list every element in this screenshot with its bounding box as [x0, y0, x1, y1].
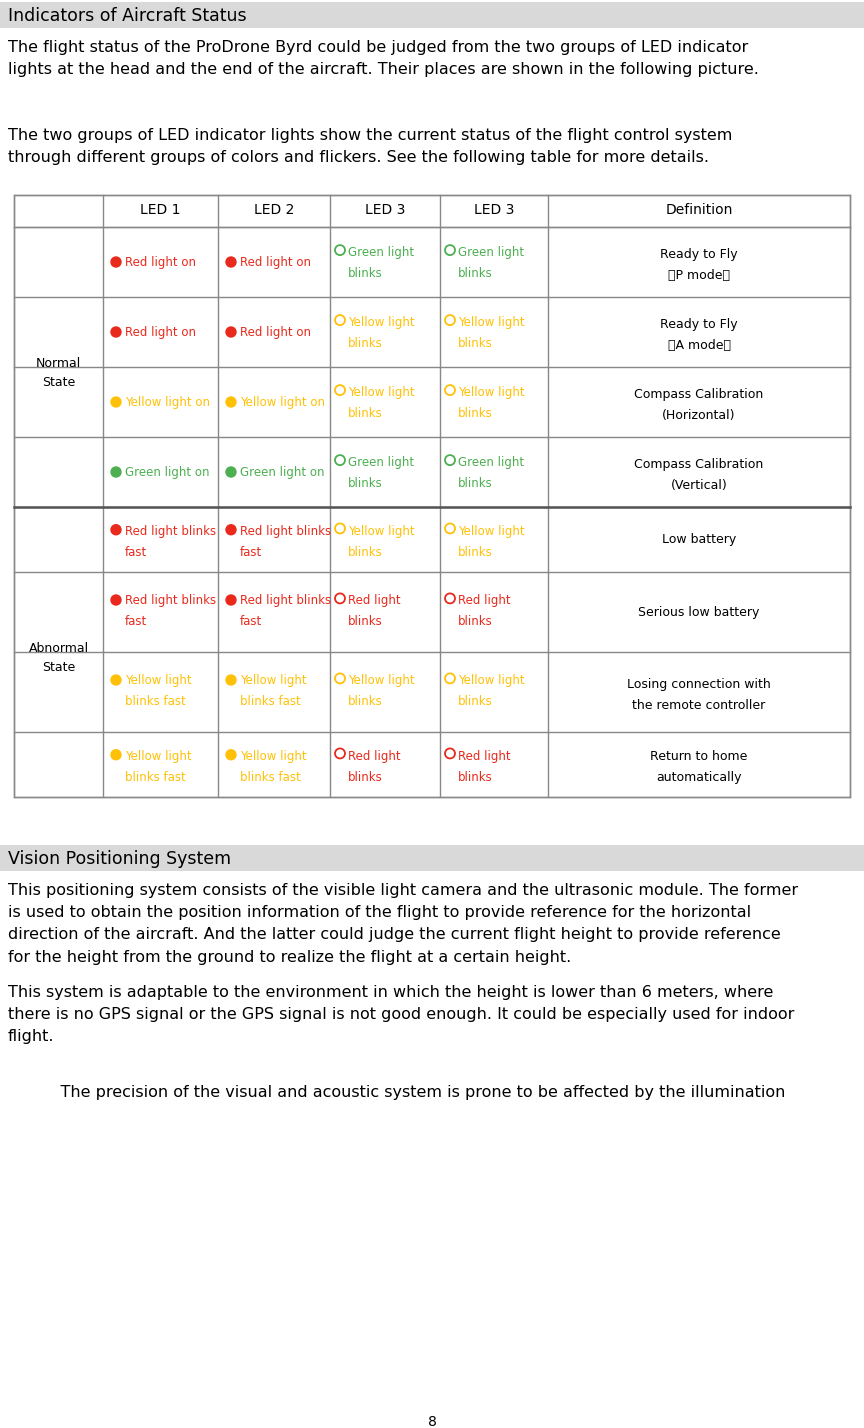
- Circle shape: [111, 397, 121, 407]
- Text: Green light
blinks: Green light blinks: [348, 456, 414, 490]
- Text: Yellow light
blinks fast: Yellow light blinks fast: [240, 750, 307, 784]
- Text: Yellow light
blinks fast: Yellow light blinks fast: [125, 674, 192, 708]
- Text: Yellow light
blinks: Yellow light blinks: [348, 386, 415, 420]
- Circle shape: [226, 467, 236, 477]
- Circle shape: [111, 595, 121, 605]
- Text: Red light
blinks: Red light blinks: [348, 594, 401, 627]
- Text: Yellow light
blinks: Yellow light blinks: [348, 316, 415, 350]
- Text: Red light on: Red light on: [240, 256, 311, 268]
- Circle shape: [226, 327, 236, 337]
- Circle shape: [226, 595, 236, 605]
- Text: The precision of the visual and acoustic system is prone to be affected by the i: The precision of the visual and acoustic…: [40, 1085, 785, 1100]
- Bar: [14, 196, 850, 797]
- Text: Yellow light
blinks: Yellow light blinks: [458, 386, 524, 420]
- Text: Red light blinks
fast: Red light blinks fast: [125, 526, 216, 560]
- Text: Yellow light
blinks: Yellow light blinks: [458, 316, 524, 350]
- Text: LED 1: LED 1: [140, 203, 181, 217]
- Text: Green light
blinks: Green light blinks: [348, 246, 414, 280]
- Circle shape: [226, 750, 236, 760]
- Text: 8: 8: [428, 1415, 436, 1428]
- Text: Ready to Fly
（A mode）: Ready to Fly （A mode）: [660, 318, 738, 351]
- Text: Vision Positioning System: Vision Positioning System: [8, 850, 232, 868]
- Text: Yellow light on: Yellow light on: [240, 396, 325, 408]
- Text: Losing connection with
the remote controller: Losing connection with the remote contro…: [627, 678, 771, 713]
- Text: Ready to Fly
（P mode）: Ready to Fly （P mode）: [660, 248, 738, 281]
- Text: LED 3: LED 3: [473, 203, 514, 217]
- Circle shape: [111, 327, 121, 337]
- Text: Serious low battery: Serious low battery: [638, 605, 759, 618]
- Text: Red light
blinks: Red light blinks: [458, 594, 511, 627]
- Circle shape: [111, 467, 121, 477]
- Text: Red light blinks
fast: Red light blinks fast: [240, 526, 331, 560]
- Text: This positioning system consists of the visible light camera and the ultrasonic : This positioning system consists of the …: [8, 883, 798, 964]
- Text: Green light on: Green light on: [240, 466, 325, 478]
- Circle shape: [226, 257, 236, 267]
- Circle shape: [111, 257, 121, 267]
- Text: Yellow light
blinks fast: Yellow light blinks fast: [240, 674, 307, 708]
- Text: Red light on: Red light on: [125, 256, 196, 268]
- Circle shape: [111, 750, 121, 760]
- Text: The two groups of LED indicator lights show the current status of the flight con: The two groups of LED indicator lights s…: [8, 129, 733, 166]
- Text: Red light on: Red light on: [240, 326, 311, 338]
- Bar: [0, 845, 864, 871]
- Text: The flight status of the ProDrone Byrd could be judged from the two groups of LE: The flight status of the ProDrone Byrd c…: [8, 40, 759, 77]
- Text: Definition: Definition: [665, 203, 733, 217]
- Text: LED 2: LED 2: [254, 203, 294, 217]
- Text: Compass Calibration
(Horizontal): Compass Calibration (Horizontal): [634, 388, 764, 423]
- Text: Yellow light
blinks: Yellow light blinks: [348, 524, 415, 558]
- Text: Abnormal
State: Abnormal State: [29, 643, 89, 674]
- Text: Yellow light
blinks: Yellow light blinks: [458, 524, 524, 558]
- Circle shape: [111, 675, 121, 685]
- Text: Indicators of Aircraft Status: Indicators of Aircraft Status: [8, 7, 246, 26]
- Circle shape: [226, 524, 236, 534]
- Circle shape: [226, 397, 236, 407]
- Bar: [0, 1, 864, 29]
- Text: Red light blinks
fast: Red light blinks fast: [125, 594, 216, 628]
- Text: Low battery: Low battery: [662, 534, 736, 547]
- Text: Red light blinks
fast: Red light blinks fast: [240, 594, 331, 628]
- Text: Normal
State: Normal State: [36, 357, 81, 388]
- Text: LED 3: LED 3: [365, 203, 405, 217]
- Text: Red light
blinks: Red light blinks: [458, 750, 511, 784]
- Circle shape: [111, 524, 121, 534]
- Text: Compass Calibration
(Vertical): Compass Calibration (Vertical): [634, 458, 764, 493]
- Text: Yellow light
blinks: Yellow light blinks: [458, 674, 524, 708]
- Text: Red light on: Red light on: [125, 326, 196, 338]
- Text: Green light
blinks: Green light blinks: [458, 456, 524, 490]
- Circle shape: [226, 675, 236, 685]
- Text: Return to home
automatically: Return to home automatically: [651, 751, 747, 784]
- Text: Yellow light
blinks fast: Yellow light blinks fast: [125, 750, 192, 784]
- Text: Green light on: Green light on: [125, 466, 209, 478]
- Text: Yellow light
blinks: Yellow light blinks: [348, 674, 415, 708]
- Text: Yellow light on: Yellow light on: [125, 396, 210, 408]
- Text: Red light
blinks: Red light blinks: [348, 750, 401, 784]
- Text: This system is adaptable to the environment in which the height is lower than 6 : This system is adaptable to the environm…: [8, 985, 794, 1044]
- Text: Green light
blinks: Green light blinks: [458, 246, 524, 280]
